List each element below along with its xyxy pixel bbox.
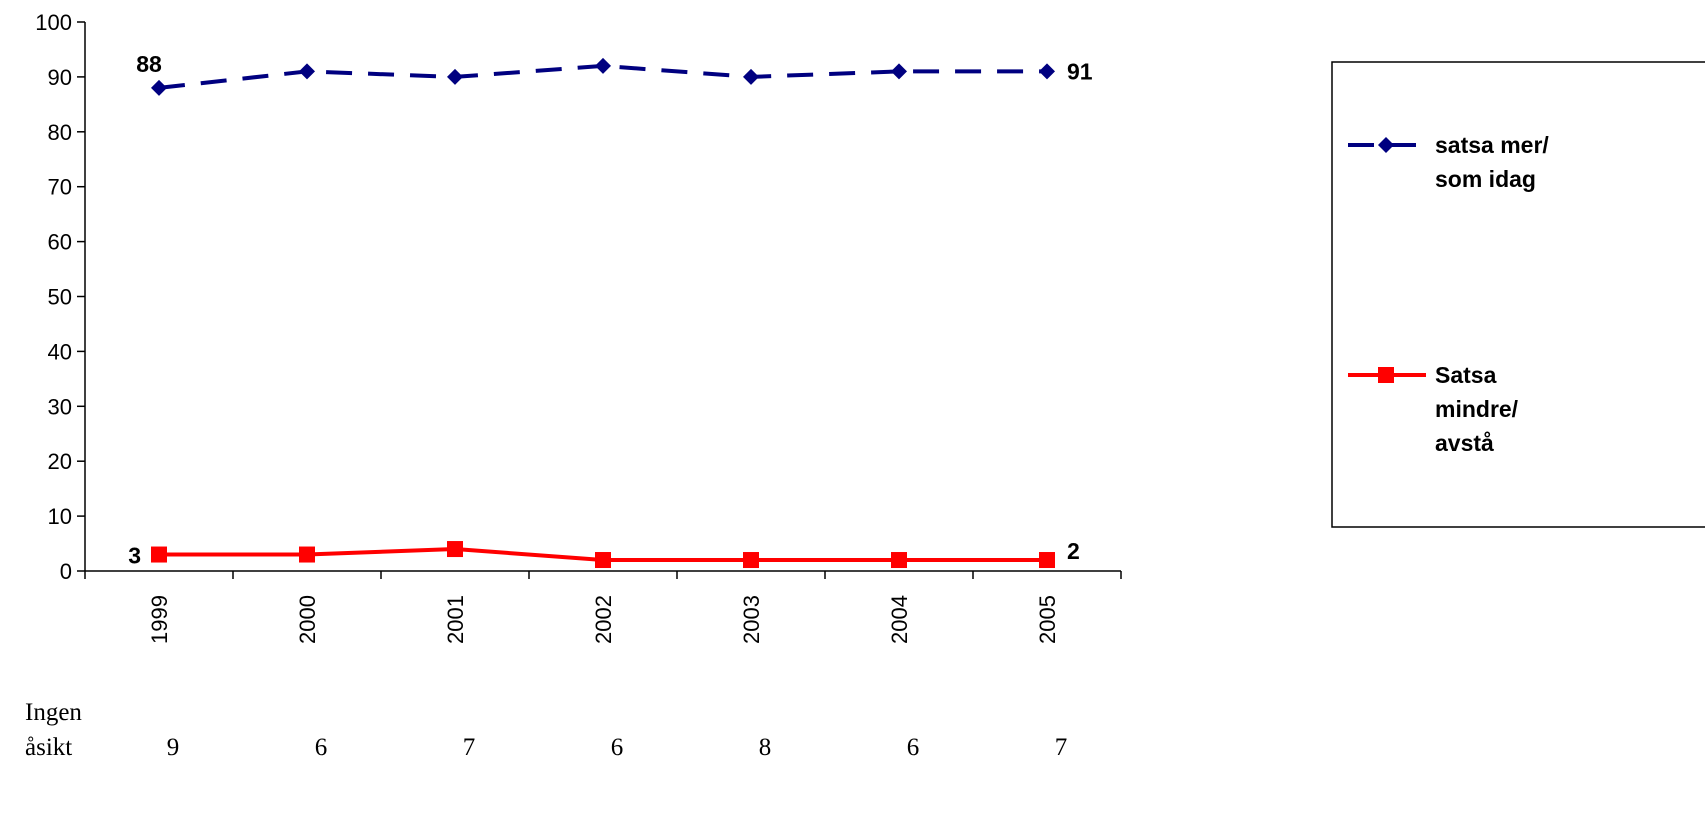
legend-label: satsa mer/ [1435,132,1549,158]
legend-label: avstå [1435,430,1494,456]
x-tick-label: 2002 [591,595,616,644]
x-tick-label: 2004 [887,595,912,644]
ingen-asikt-row: Ingen åsikt 9 6 7 6 8 6 7 [25,699,1067,761]
legend-label: mindre/ [1435,396,1519,422]
footer-value: 8 [759,734,772,761]
data-point-diamond [891,63,907,80]
data-point-square [447,541,463,558]
chart-axes: 0 10 20 30 40 50 60 70 80 90 100 1999 2000 2001 2002 20… [35,10,1122,644]
footer-value: 7 [463,734,476,761]
y-tick-label: 90 [48,65,72,90]
data-label: 91 [1067,58,1093,84]
x-tick-label: 2001 [443,595,468,644]
chart-series [151,57,1055,569]
x-tick-label: 2003 [739,595,764,644]
x-tick-label: 2005 [1035,595,1060,644]
footer-value: 9 [167,734,180,761]
legend: satsa mer/som idag Satsa mindre/avstå [1331,61,1705,528]
legend-box [1331,61,1705,528]
data-label: 88 [136,51,162,77]
data-point-square [151,546,167,563]
footer-value: 6 [907,734,920,761]
data-point-diamond [595,57,611,74]
data-label: 3 [128,543,141,569]
data-point-diamond [1039,63,1055,80]
data-point-square [595,552,611,569]
y-tick-label: 0 [60,559,72,584]
legend-square-icon [1378,367,1394,383]
data-point-diamond [447,68,463,85]
y-tick-label: 40 [48,339,72,364]
data-labels: 88 91 3 2 [128,51,1093,569]
x-tick-label: 2000 [295,595,320,644]
data-point-diamond [151,79,167,96]
y-tick-label: 50 [48,285,72,310]
footer-value: 6 [611,734,624,761]
footer-value: 6 [315,734,328,761]
footer-label: åsikt [25,734,72,761]
legend-diamond-icon [1378,137,1394,153]
y-tick-label: 100 [35,10,72,35]
y-tick-label: 10 [48,504,72,529]
legend-label: som idag [1435,166,1536,192]
y-tick-label: 60 [48,230,72,255]
legend-label: Satsa [1435,362,1497,388]
y-tick-label: 70 [48,175,72,200]
y-tick-label: 20 [48,449,72,474]
data-point-diamond [299,63,315,80]
data-point-square [299,546,315,563]
x-tick-label: 1999 [147,595,172,644]
footer-value: 7 [1055,734,1068,761]
y-tick-label: 30 [48,394,72,419]
footer-label: Ingen [25,699,82,726]
data-point-square [743,552,759,569]
data-point-square [1039,552,1055,569]
data-point-square [891,552,907,569]
data-point-diamond [743,68,759,85]
data-label: 2 [1067,538,1080,564]
y-tick-label: 80 [48,120,72,145]
